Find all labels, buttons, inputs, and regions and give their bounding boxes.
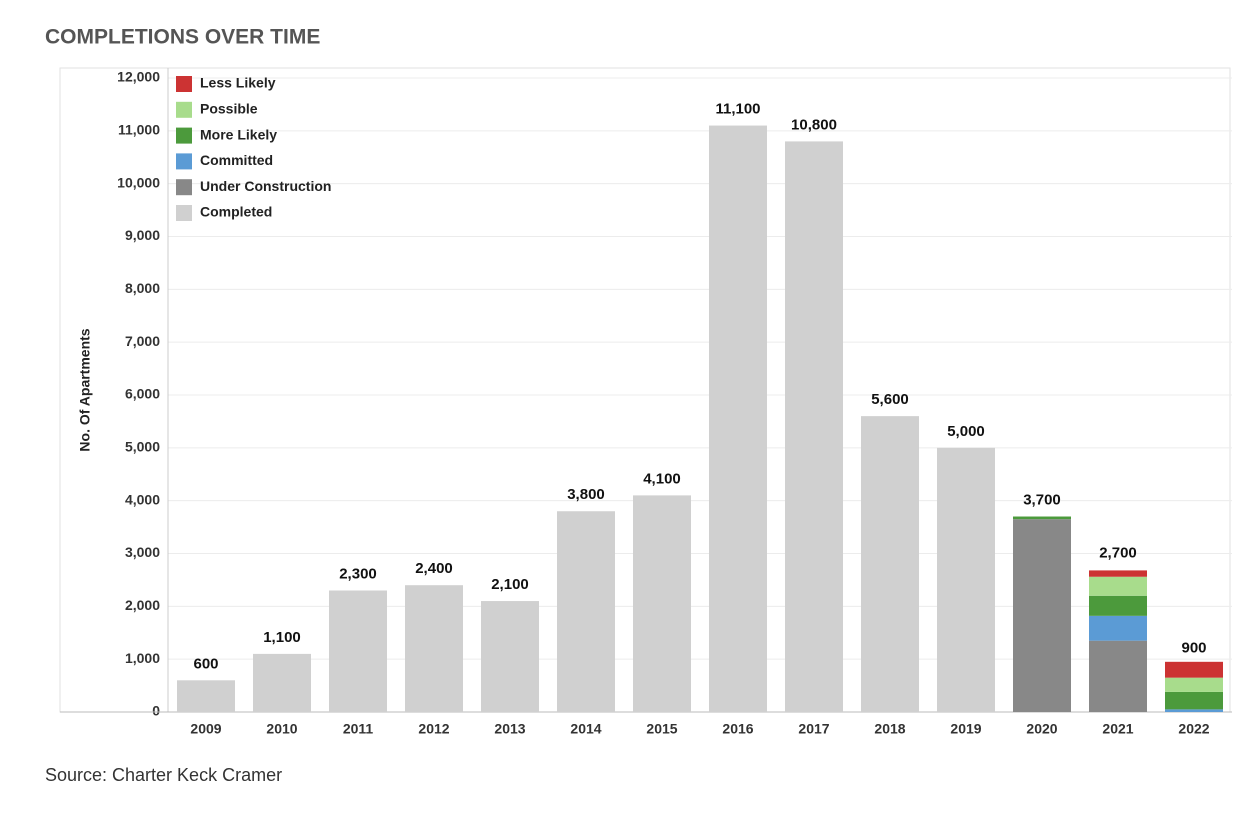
total-label: 3,800 [567, 486, 605, 503]
bar-segment [1165, 661, 1223, 678]
y-tick-label: 7,000 [125, 333, 160, 349]
bar-segment [329, 590, 387, 712]
y-tick-label: 6,000 [125, 386, 160, 402]
y-tick-label: 12,000 [117, 69, 160, 85]
total-label: 3,700 [1023, 491, 1061, 508]
x-tick-label: 2013 [494, 721, 525, 737]
bar-segment [633, 495, 691, 712]
total-label: 10,800 [791, 116, 837, 133]
x-tick-label: 2017 [798, 721, 829, 737]
total-label: 2,300 [339, 565, 377, 582]
y-tick-label: 8,000 [125, 280, 160, 296]
x-tick-label: 2014 [570, 721, 601, 737]
x-tick-label: 2019 [950, 721, 981, 737]
x-tick-label: 2020 [1026, 721, 1057, 737]
total-label: 2,400 [415, 560, 453, 577]
x-tick-label: 2009 [190, 721, 221, 737]
legend-swatch [176, 101, 192, 118]
bar-segment [1089, 576, 1147, 596]
bar-segment [861, 416, 919, 712]
y-tick-label: 9,000 [125, 227, 160, 243]
legend-label: Completed [200, 204, 272, 220]
legend-swatch [176, 127, 192, 144]
bar-segment [1089, 615, 1147, 641]
total-label: 5,000 [947, 423, 985, 440]
chart-title: COMPLETIONS OVER TIME [45, 26, 320, 49]
bar-segment [1165, 709, 1223, 712]
bar-segment [1165, 691, 1223, 710]
bar-segment [405, 585, 463, 712]
bar-segment [253, 653, 311, 712]
legend-swatch [176, 205, 192, 221]
y-tick-label: 10,000 [117, 174, 160, 190]
total-label: 900 [1181, 639, 1206, 656]
x-tick-label: 2012 [418, 721, 449, 737]
bar-segment [1013, 516, 1071, 520]
total-label: 5,600 [871, 391, 909, 408]
y-tick-label: 2,000 [125, 597, 160, 613]
y-tick-label: 1,000 [125, 650, 160, 666]
bar-segment [937, 447, 995, 712]
x-tick-label: 2018 [874, 721, 905, 737]
bar-segment [1089, 595, 1147, 616]
bar-segment [1089, 640, 1147, 712]
x-tick-label: 2010 [266, 721, 297, 737]
x-tick-label: 2011 [343, 721, 374, 737]
bar-segment [481, 601, 539, 712]
total-label: 1,100 [263, 629, 301, 646]
y-tick-label: 4,000 [125, 491, 160, 507]
legend-swatch [176, 76, 192, 92]
source: Source: Charter Keck Cramer [45, 765, 282, 785]
legend-swatch [176, 179, 192, 196]
y-axis-label: No. Of Apartments [77, 328, 93, 451]
legend-label: Under Construction [200, 178, 331, 194]
total-label: 2,700 [1099, 544, 1137, 561]
bar-segment [1013, 519, 1071, 712]
legend-label: Committed [200, 152, 273, 168]
bar-segment [1165, 677, 1223, 692]
bar-segment [1089, 570, 1147, 577]
total-label: 600 [193, 655, 218, 672]
bar-segment [709, 125, 767, 713]
y-tick-label: 3,000 [125, 544, 160, 560]
bar-segment [177, 680, 235, 712]
bar-segment [557, 511, 615, 712]
legend-label: Possible [200, 101, 258, 117]
y-tick-label: 0 [152, 703, 160, 719]
x-tick-label: 2021 [1102, 721, 1133, 737]
total-label: 2,100 [491, 576, 529, 593]
total-label: 4,100 [643, 470, 681, 487]
bar-segment [785, 141, 843, 712]
y-tick-label: 5,000 [125, 439, 160, 455]
y-tick-label: 11,000 [118, 122, 160, 138]
total-label: 11,100 [715, 101, 760, 118]
legend-swatch [176, 153, 192, 170]
x-tick-label: 2016 [722, 721, 753, 737]
x-tick-label: 2015 [646, 721, 677, 737]
x-tick-label: 2022 [1178, 721, 1209, 737]
legend-label: Less Likely [200, 75, 276, 91]
legend-label: More Likely [200, 126, 277, 142]
